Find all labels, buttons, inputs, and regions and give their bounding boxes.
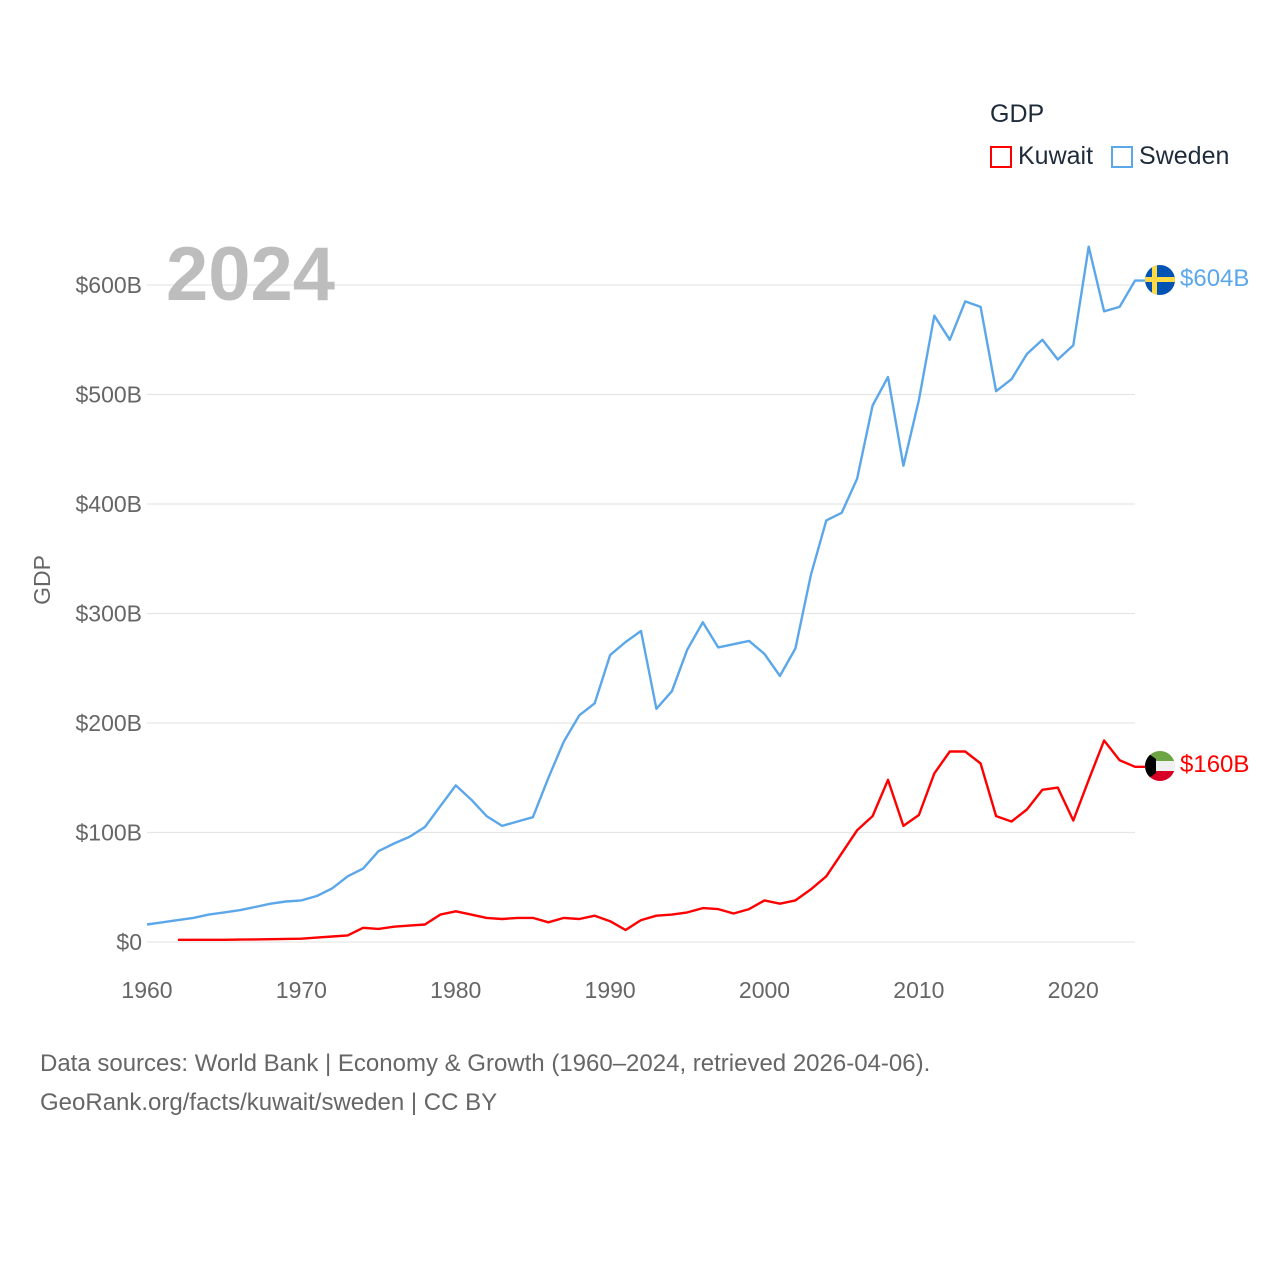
- x-tick-label: 1960: [121, 977, 172, 1003]
- year-label: 2024: [166, 232, 335, 317]
- x-tick-label: 2010: [893, 977, 944, 1003]
- end-label-sweden: $604B: [1180, 265, 1249, 292]
- x-tick-label: 2000: [739, 977, 790, 1003]
- data-sources: Data sources: World Bank | Economy & Gro…: [40, 1050, 931, 1077]
- series-line-kuwait: [177, 739, 1145, 941]
- legend-label-kuwait: Kuwait: [1018, 142, 1094, 170]
- sweden-flag-icon: [1145, 265, 1175, 295]
- y-tick-label: $400B: [75, 491, 142, 517]
- legend: Kuwait Sweden: [990, 142, 1229, 171]
- x-tick-label: 1980: [430, 977, 481, 1003]
- legend-label-sweden: Sweden: [1139, 142, 1230, 170]
- y-tick-label: $0: [116, 929, 142, 955]
- x-tick-label: 1990: [585, 977, 636, 1003]
- footer: Data sources: World Bank | Economy & Gro…: [40, 1044, 930, 1122]
- x-tick-label: 2020: [1048, 977, 1099, 1003]
- y-tick-label: $600B: [75, 272, 142, 298]
- legend-swatch-sweden: [1111, 145, 1134, 168]
- legend-item-sweden[interactable]: Sweden: [1111, 142, 1229, 171]
- end-label-kuwait: $160B: [1180, 751, 1249, 778]
- y-tick-label: $500B: [75, 382, 142, 408]
- legend-title: GDP: [990, 100, 1045, 128]
- legend-swatch-kuwait: [990, 145, 1012, 168]
- kuwait-flag-icon: [1145, 751, 1175, 781]
- series-line-sweden: [146, 245, 1145, 926]
- x-tick-label: 1970: [276, 977, 327, 1003]
- legend-item-kuwait[interactable]: Kuwait: [990, 142, 1093, 171]
- y-tick-label: $200B: [75, 710, 142, 736]
- y-tick-label: $300B: [75, 601, 142, 627]
- y-axis-label: GDP: [29, 555, 55, 605]
- y-tick-label: $100B: [75, 820, 142, 846]
- source-link[interactable]: GeoRank.org/facts/kuwait/sweden | CC BY: [40, 1089, 498, 1116]
